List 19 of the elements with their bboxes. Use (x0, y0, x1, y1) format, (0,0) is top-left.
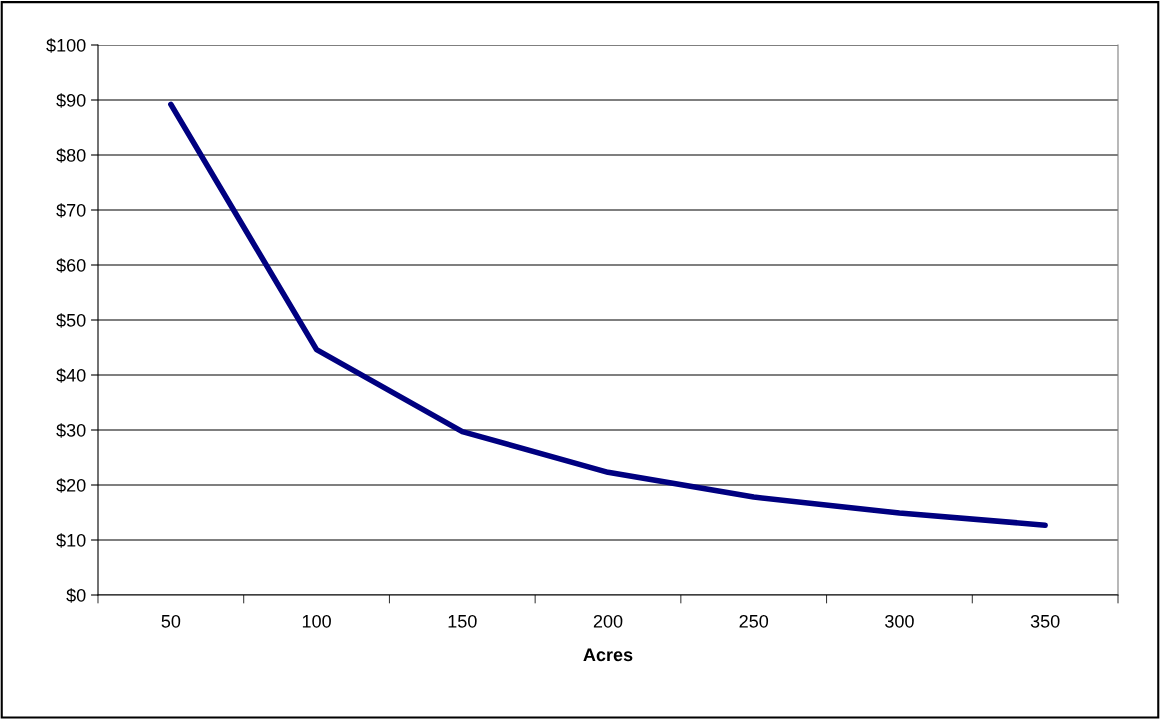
x-tick-label: 100 (302, 614, 331, 628)
x-tick-label: 200 (593, 614, 623, 628)
y-tick-label: $70 (56, 203, 86, 218)
x-tick-label: 50 (161, 614, 181, 628)
y-tick-label: $30 (56, 423, 86, 438)
y-tick-label: $0 (66, 588, 86, 603)
y-tick-label: $20 (56, 478, 86, 493)
y-tick-label: $80 (56, 148, 86, 163)
x-tick-label: 250 (739, 614, 769, 628)
y-tick-label: $90 (56, 93, 86, 108)
x-axis-title: Acres (583, 648, 633, 662)
x-tick-label: 150 (448, 614, 477, 628)
y-tick-label: $40 (56, 368, 86, 383)
y-tick-label: $60 (56, 258, 86, 273)
y-tick-label: $10 (56, 533, 86, 548)
y-tick-label: $100 (46, 38, 86, 53)
x-tick-label: 300 (885, 614, 914, 628)
x-tick-label: 350 (1030, 614, 1060, 628)
y-tick-label: $50 (56, 313, 86, 328)
